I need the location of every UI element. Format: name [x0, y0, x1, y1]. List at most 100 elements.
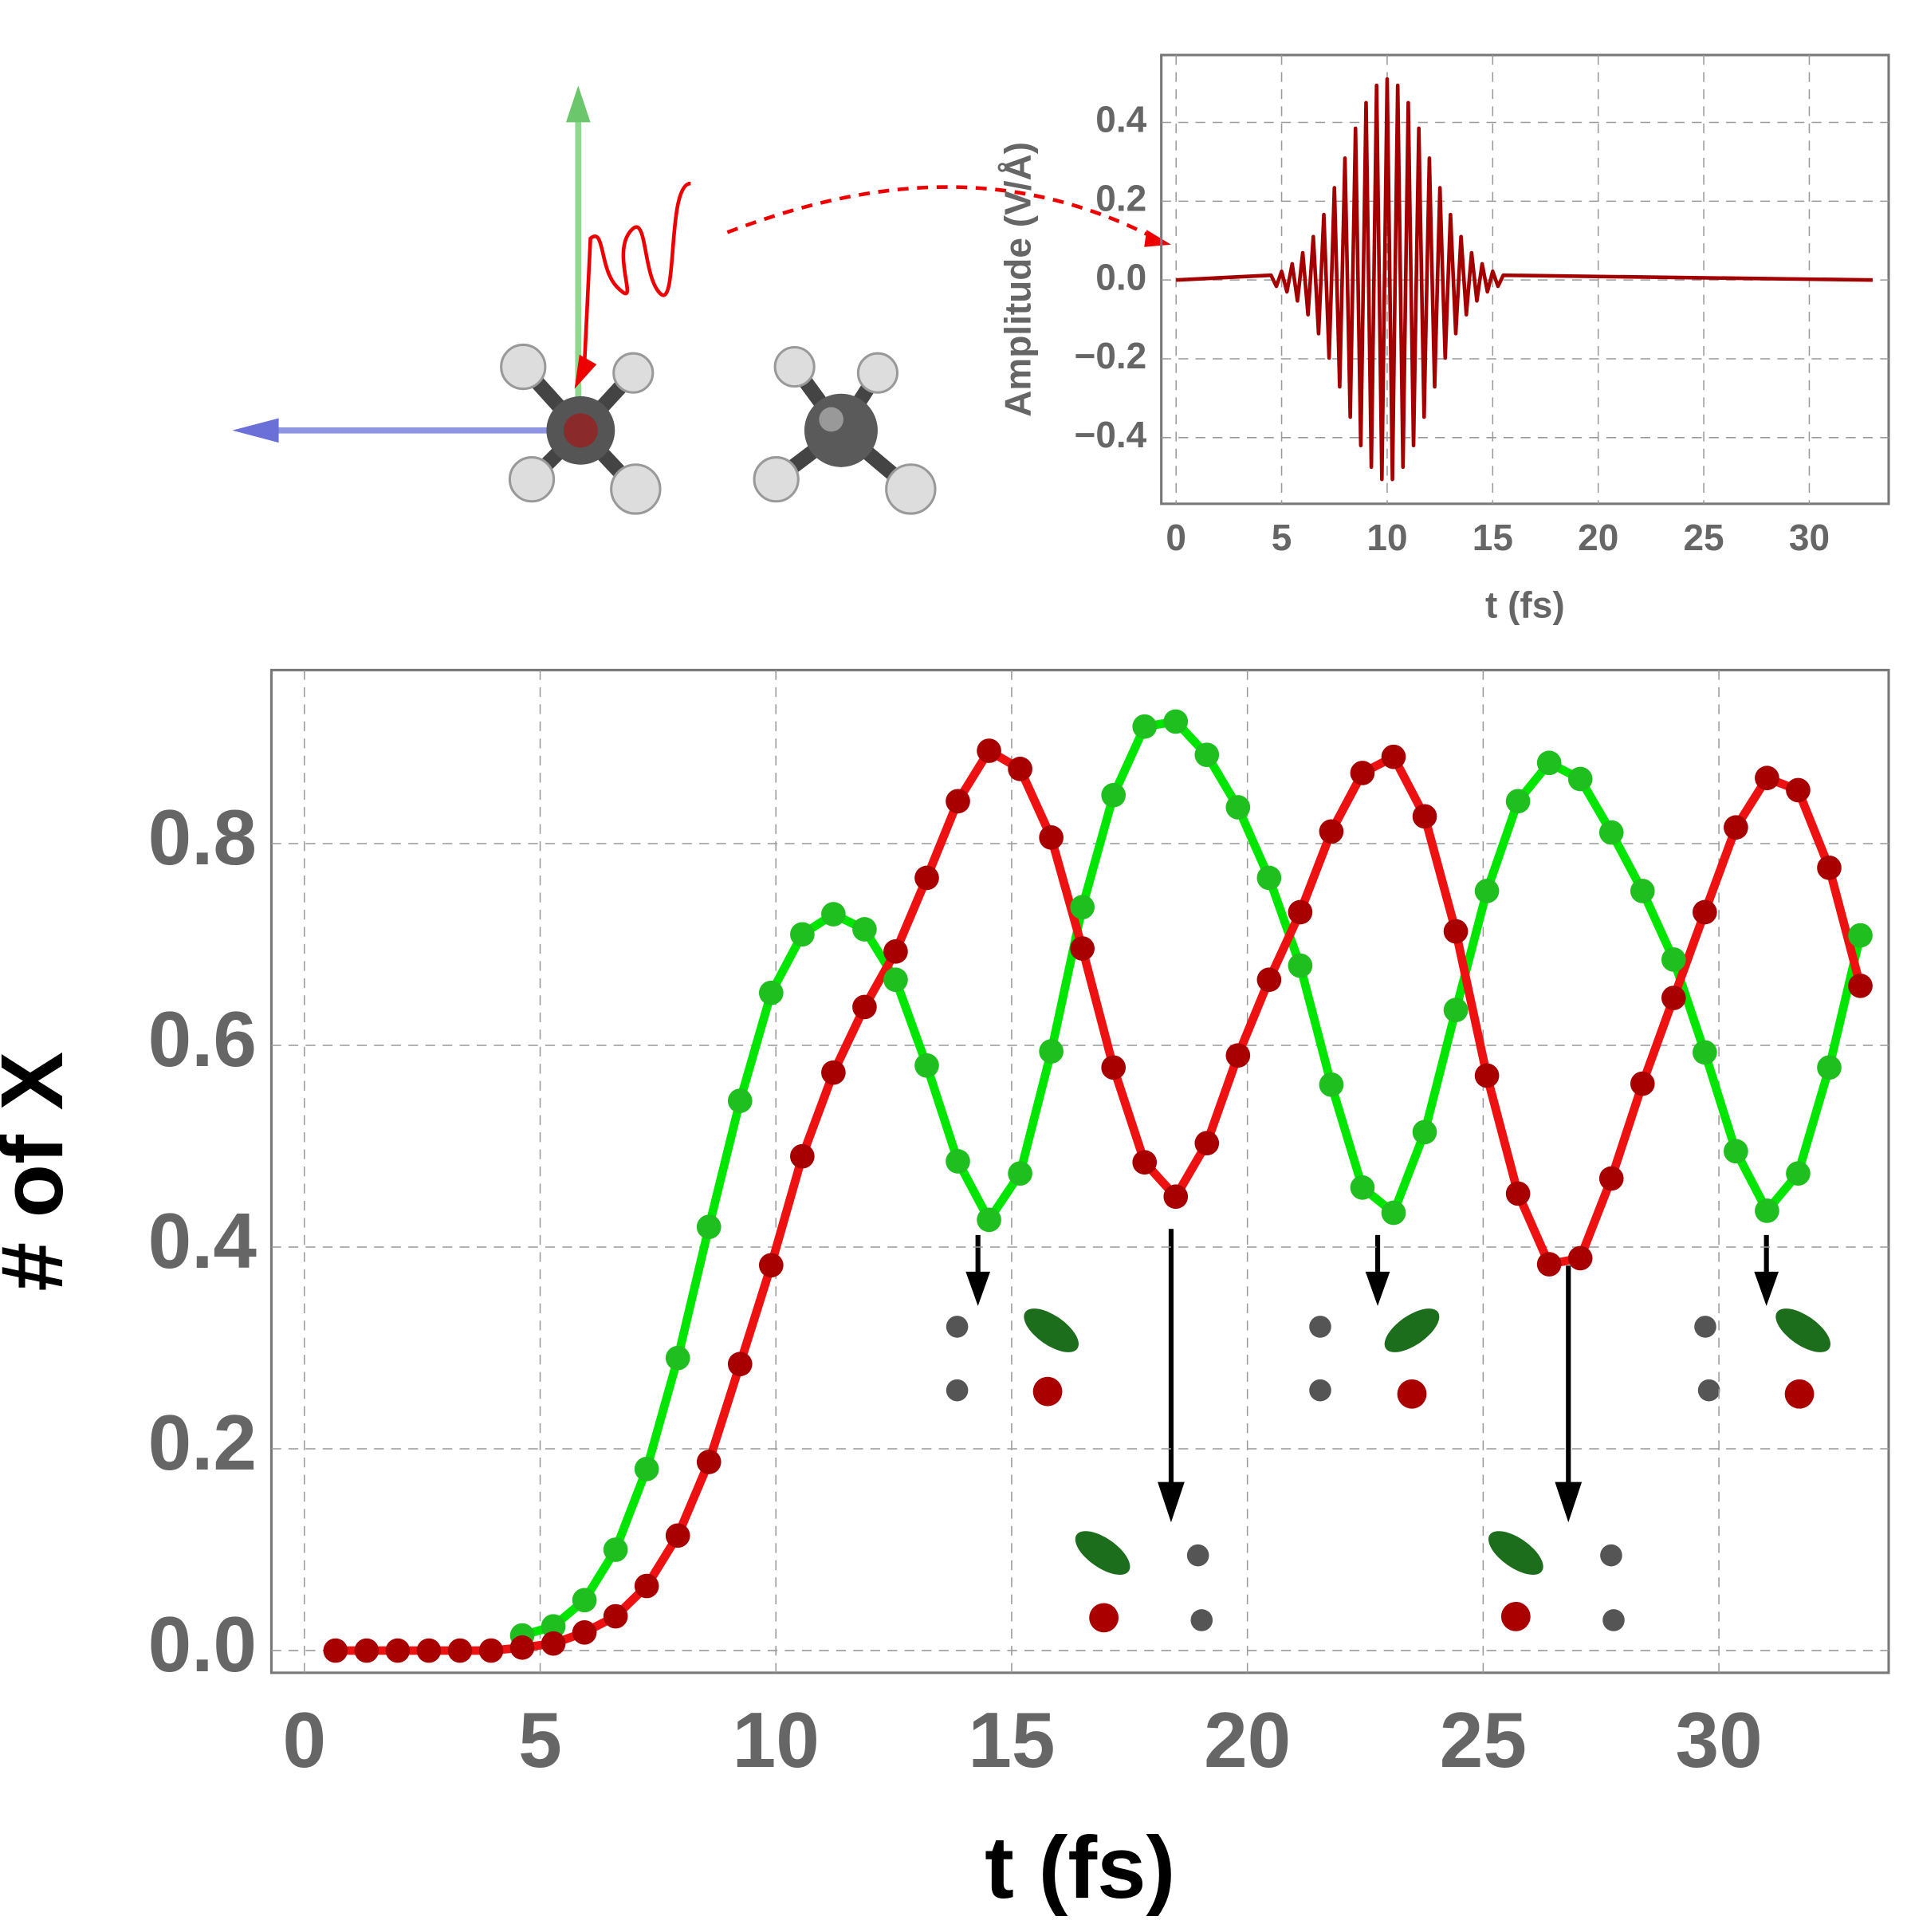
molecule-snapshots	[946, 1308, 1830, 1633]
data-point	[447, 1638, 473, 1663]
y-tick-label: 0.2	[1095, 177, 1146, 218]
data-point	[1598, 1166, 1624, 1191]
y-tick-label: −0.2	[1074, 335, 1146, 376]
x-tick-label: 30	[1789, 517, 1830, 558]
data-point	[1786, 1161, 1811, 1186]
molecule-illustration	[232, 85, 1171, 515]
data-point	[1817, 1055, 1842, 1080]
x-tick-label: 0	[283, 1696, 327, 1784]
data-point	[1474, 1063, 1500, 1088]
x-tick-label: 0	[1166, 517, 1186, 558]
x-tick-label: 20	[1204, 1696, 1291, 1784]
x-tick-label: 5	[518, 1696, 562, 1784]
data-point	[821, 1060, 846, 1085]
data-point	[1194, 1131, 1220, 1156]
data-point	[478, 1638, 504, 1663]
data-point	[977, 738, 1001, 763]
data-point	[603, 1603, 628, 1629]
data-point	[1194, 742, 1220, 767]
y-tick-label: 0.6	[148, 995, 257, 1083]
data-point	[1288, 899, 1313, 925]
y-tick-label: 0.4	[1095, 99, 1146, 140]
data-point	[790, 922, 815, 947]
data-point	[416, 1638, 442, 1663]
data-point	[1008, 1161, 1032, 1186]
data-point	[1319, 819, 1344, 844]
data-point	[758, 1253, 784, 1278]
data-point	[1567, 1245, 1593, 1271]
x-tick-label: 25	[1683, 517, 1724, 558]
data-point	[1070, 936, 1095, 961]
data-point	[603, 1537, 628, 1562]
data-point	[1693, 1040, 1717, 1065]
x-tick-label: 5	[1272, 517, 1292, 558]
data-point	[821, 902, 846, 927]
data-point	[1630, 879, 1655, 903]
data-point	[1755, 765, 1779, 791]
data-point	[1848, 923, 1873, 948]
y-tick-label: 0.2	[148, 1399, 257, 1486]
data-point	[1567, 766, 1593, 792]
x-tick-label: 30	[1676, 1696, 1763, 1784]
x-axis-title: t (fs)	[985, 1819, 1175, 1917]
data-point	[1039, 825, 1064, 850]
data-point	[696, 1214, 722, 1240]
y-tick-label: 0.0	[148, 1600, 257, 1688]
data-point	[634, 1457, 659, 1481]
data-point	[1225, 795, 1251, 820]
y-axis-title: Amplitude (V/Å)	[997, 142, 1038, 417]
data-point	[1786, 777, 1811, 803]
data-point	[354, 1638, 379, 1663]
data-point	[914, 1053, 939, 1078]
data-point	[1350, 1175, 1375, 1200]
data-point	[883, 967, 908, 993]
data-point	[385, 1638, 411, 1663]
y-axis-title: # of X	[0, 1052, 81, 1292]
data-point	[1724, 815, 1748, 840]
data-point	[1319, 1072, 1344, 1097]
data-point	[541, 1614, 566, 1639]
data-point	[1848, 974, 1873, 998]
data-point	[1443, 997, 1469, 1023]
snapshot-arrows	[975, 1229, 1769, 1498]
data-point	[1132, 714, 1158, 739]
x-tick-label: 15	[968, 1696, 1055, 1784]
data-point	[634, 1573, 659, 1599]
data-point	[727, 1088, 753, 1113]
data-point	[1101, 1055, 1127, 1080]
data-point	[1350, 761, 1375, 785]
data-point	[696, 1450, 722, 1474]
data-point	[1381, 1200, 1406, 1226]
data-point	[572, 1619, 597, 1645]
y-tick-label: 0.8	[148, 793, 257, 881]
data-point	[1163, 709, 1189, 734]
data-point	[1505, 789, 1531, 814]
data-point	[946, 1149, 970, 1174]
y-tick-label: −0.4	[1074, 414, 1146, 455]
data-point	[1070, 895, 1095, 920]
data-line	[521, 717, 1865, 1640]
data-point	[1505, 1181, 1531, 1206]
y-tick-label: 0.4	[148, 1197, 258, 1285]
data-point	[1039, 1039, 1064, 1064]
data-point	[541, 1631, 566, 1656]
data-point	[665, 1345, 690, 1371]
data-point	[572, 1588, 597, 1613]
data-point	[1256, 967, 1282, 993]
data-point	[977, 1207, 1001, 1233]
data-point	[727, 1352, 753, 1377]
x-tick-label: 10	[1366, 517, 1407, 558]
y-tick-label: 0.0	[1095, 256, 1146, 297]
data-point	[852, 917, 877, 942]
x-tick-label: 25	[1440, 1696, 1527, 1784]
data-point	[1661, 986, 1686, 1010]
data-point	[914, 865, 939, 891]
data-point	[1598, 820, 1624, 845]
data-point	[758, 980, 784, 1005]
data-point	[1443, 919, 1469, 944]
x-axis-title: t (fs)	[1485, 584, 1565, 625]
data-point	[1755, 1198, 1779, 1223]
data-point	[1381, 744, 1406, 769]
snapshot-arrowheads	[965, 1271, 1779, 1523]
